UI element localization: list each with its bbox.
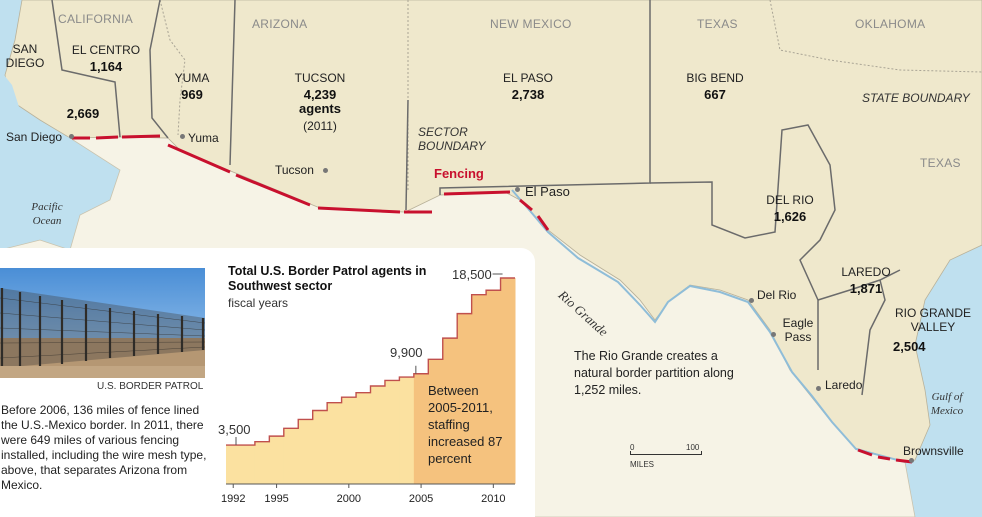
city-dot-yuma xyxy=(180,134,185,139)
sector-name: DEL RIO xyxy=(766,193,814,207)
city-dot-brownsville xyxy=(909,458,914,463)
city-brownsville: Brownsville xyxy=(903,444,964,458)
city-san-diego: San Diego xyxy=(6,130,63,144)
river-note: The Rio Grande creates a natural border … xyxy=(574,349,734,397)
city-eagle-pass: Eagle Pass xyxy=(782,316,814,344)
sector-name: EL PASO xyxy=(502,71,554,85)
pacific-ocean-label: Pacific Ocean xyxy=(31,201,63,227)
agent-unit: agents xyxy=(299,101,341,116)
fencing-label: Fencing xyxy=(434,166,484,181)
city-dot-eagle-pass xyxy=(771,332,776,337)
agent-count: 1,871 xyxy=(849,281,883,296)
sector-name: LAREDO xyxy=(841,265,891,279)
sector-boundary-label: SECTOR BOUNDARY xyxy=(418,125,486,153)
sector-year: (2011) xyxy=(303,119,337,133)
city-dot-laredo xyxy=(816,386,821,391)
sector-san-diego-count: 2,669 xyxy=(60,107,106,121)
highlight-note: Between 2005-2011, staffing increased 87… xyxy=(428,383,503,466)
city-el-paso: El Paso xyxy=(525,184,570,199)
sector-rio-grande-valley: RIO GRANDE VALLEY 2,504 xyxy=(893,306,979,354)
annotation-start: 3,500 xyxy=(218,422,251,437)
state-label-arizona: ARIZONA xyxy=(252,17,308,31)
agent-count: 2,504 xyxy=(893,339,926,354)
agent-count: 969 xyxy=(181,87,203,102)
border-fence-photo xyxy=(0,268,205,378)
state-label-texas: TEXAS xyxy=(920,156,961,170)
sector-el-paso: EL PASO 2,738 xyxy=(493,71,563,102)
annotation-mid: 9,900 xyxy=(390,345,423,360)
sector-laredo: LAREDO 1,871 xyxy=(833,265,899,296)
state-label-new-mexico: NEW MEXICO xyxy=(490,17,572,31)
pacific-coast-water xyxy=(0,70,70,150)
state-label-texas-north: TEXAS xyxy=(697,17,738,31)
sector-name: TUCSON xyxy=(294,71,346,85)
city-yuma: Yuma xyxy=(188,131,219,145)
sector-del-rio: DEL RIO 1,626 xyxy=(757,193,823,224)
sector-yuma: YUMA 969 xyxy=(170,71,214,102)
scale-tick xyxy=(701,451,702,455)
chart-subtitle: fiscal years xyxy=(228,296,289,310)
sector-name: RIO GRANDE VALLEY xyxy=(894,306,971,334)
scale-tick xyxy=(630,451,631,455)
city-dot-el-paso xyxy=(515,187,520,192)
scale-line xyxy=(630,454,702,455)
scale-start: 0 xyxy=(630,443,635,452)
annotation-end: 18,500 xyxy=(452,267,492,282)
sector-name: BIG BEND xyxy=(686,71,744,85)
sector-name: EL CENTRO xyxy=(71,43,141,57)
sector-big-bend: BIG BEND 667 xyxy=(680,71,750,102)
agent-count: 4,239 xyxy=(303,87,337,102)
photo-credit: U.S. BORDER PATROL xyxy=(97,381,204,392)
scale-unit: MILES xyxy=(630,460,655,469)
sector-name: YUMA xyxy=(174,71,210,85)
agent-count: 667 xyxy=(704,87,726,102)
chart-title: Total U.S. Border Patrol agents in South… xyxy=(228,264,427,293)
sector-name: SAN DIEGO xyxy=(5,42,45,70)
city-del-rio: Del Rio xyxy=(757,288,797,302)
state-label-california: CALIFORNIA xyxy=(58,12,134,26)
sector-el-centro: EL CENTRO 1,164 xyxy=(70,43,142,74)
scale-end: 100 xyxy=(686,443,700,452)
agent-count: 1,626 xyxy=(773,209,807,224)
agent-count: 2,669 xyxy=(66,106,100,121)
state-boundary-label: STATE BOUNDARY xyxy=(862,91,970,105)
sector-san-diego: SAN DIEGO xyxy=(2,42,48,70)
sector-boundaries xyxy=(51,0,901,396)
city-dot-san-diego xyxy=(69,134,74,139)
border-fencing xyxy=(72,134,913,464)
agent-count: 1,164 xyxy=(89,59,123,74)
fence-caption: Before 2006, 136 miles of fence lined th… xyxy=(1,403,207,492)
city-dot-del-rio xyxy=(749,298,754,303)
sector-tucson: TUCSON 4,239 agents (2011) xyxy=(286,71,354,133)
gulf-of-mexico-label: Gulf of Mexico xyxy=(930,391,964,417)
agent-count: 2,738 xyxy=(511,87,545,102)
state-label-oklahoma: OKLAHOMA xyxy=(855,17,926,31)
city-tucson: Tucson xyxy=(275,163,314,177)
scale-bar xyxy=(630,448,702,460)
city-dot-tucson xyxy=(323,168,328,173)
rio-grande-river xyxy=(511,189,906,463)
city-laredo: Laredo xyxy=(825,378,863,392)
